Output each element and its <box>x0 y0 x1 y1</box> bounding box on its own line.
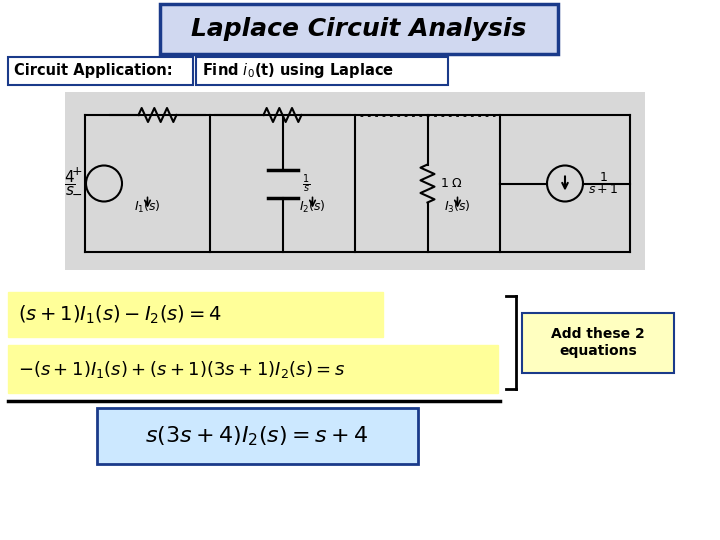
Text: $(s+1)I_1(s)-I_2(s) = 4$: $(s+1)I_1(s)-I_2(s) = 4$ <box>18 303 222 326</box>
Text: $\dfrac{4}{s}$: $\dfrac{4}{s}$ <box>64 168 76 198</box>
FancyBboxPatch shape <box>522 313 674 373</box>
Text: $I_3(s)$: $I_3(s)$ <box>444 199 471 214</box>
Text: Laplace Circuit Analysis: Laplace Circuit Analysis <box>192 17 527 41</box>
FancyBboxPatch shape <box>8 292 383 337</box>
Text: +: + <box>71 165 82 178</box>
Text: $s(3s+4)I_2(s) = s+4$: $s(3s+4)I_2(s) = s+4$ <box>145 424 369 448</box>
FancyBboxPatch shape <box>8 57 193 85</box>
Text: $-(s+1)I_1(s)+(s+1)(3s+1)I_2(s) = s$: $-(s+1)I_1(s)+(s+1)(3s+1)I_2(s) = s$ <box>18 359 345 380</box>
Bar <box>65 92 645 270</box>
Text: −: − <box>71 189 82 202</box>
Text: Circuit Application:: Circuit Application: <box>14 64 173 78</box>
Text: $I_1(s)$: $I_1(s)$ <box>134 199 161 214</box>
FancyBboxPatch shape <box>196 57 448 85</box>
FancyBboxPatch shape <box>97 408 418 464</box>
FancyBboxPatch shape <box>8 345 498 393</box>
Text: $\frac{1}{s}$: $\frac{1}{s}$ <box>302 172 310 195</box>
Text: Find $i_0$(t) using Laplace: Find $i_0$(t) using Laplace <box>202 62 394 80</box>
Text: Add these 2
equations: Add these 2 equations <box>551 327 645 357</box>
Text: $I_2(s)$: $I_2(s)$ <box>299 199 326 214</box>
Text: 1 $\Omega$: 1 $\Omega$ <box>439 177 462 190</box>
Text: $\dfrac{1}{s+1}$: $\dfrac{1}{s+1}$ <box>588 171 620 197</box>
FancyBboxPatch shape <box>160 4 558 54</box>
